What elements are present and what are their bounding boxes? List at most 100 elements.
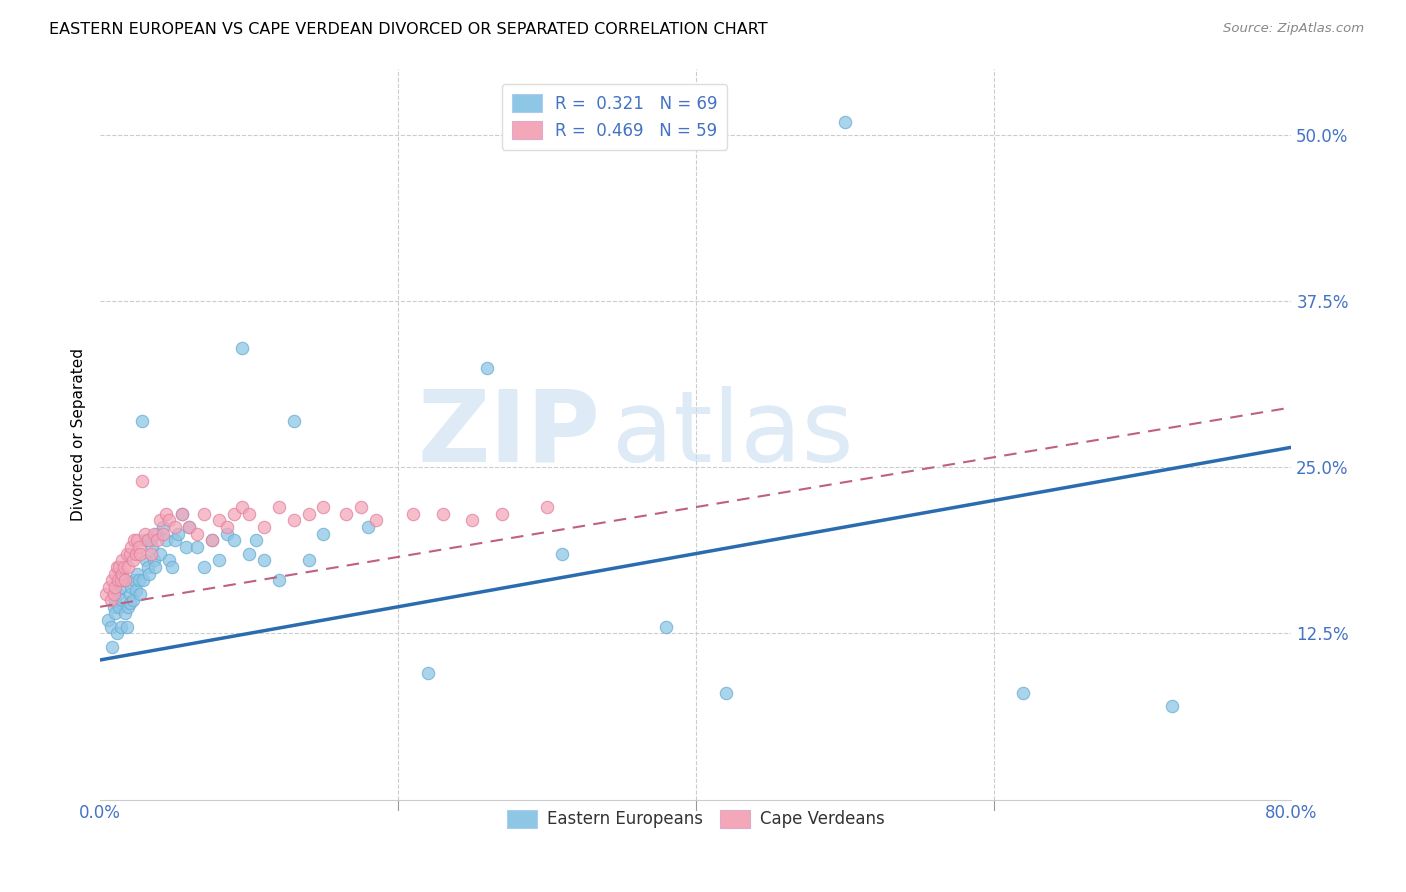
Point: [120, 540, 142, 554]
Point: [104, 580, 127, 594]
Point: [193, 560, 215, 574]
Point: [141, 540, 163, 554]
Point: [118, 596, 141, 610]
Point: [208, 553, 231, 567]
Point: [312, 500, 335, 515]
Point: [149, 513, 172, 527]
Point: [111, 593, 134, 607]
Point: [118, 547, 141, 561]
Point: [267, 573, 290, 587]
Point: [105, 626, 128, 640]
Point: [186, 540, 208, 554]
Point: [335, 507, 357, 521]
Point: [100, 593, 122, 607]
Point: [100, 620, 122, 634]
Point: [114, 573, 136, 587]
Point: [118, 586, 141, 600]
Point: [131, 414, 153, 428]
Point: [283, 513, 305, 527]
Point: [104, 566, 127, 581]
Point: [834, 114, 856, 128]
Point: [103, 586, 125, 600]
Point: [283, 414, 305, 428]
Point: [245, 533, 267, 548]
Point: [152, 520, 174, 534]
Point: [224, 533, 246, 548]
Point: [253, 520, 276, 534]
Point: [104, 607, 127, 621]
Point: [101, 640, 124, 654]
Point: [115, 620, 138, 634]
Point: [155, 507, 177, 521]
Point: [142, 526, 165, 541]
Point: [108, 599, 131, 614]
Legend: Eastern Europeans, Cape Verdeans: Eastern Europeans, Cape Verdeans: [501, 803, 891, 835]
Point: [129, 547, 152, 561]
Point: [136, 533, 159, 548]
Point: [238, 507, 260, 521]
Point: [179, 520, 201, 534]
Point: [125, 582, 148, 597]
Point: [117, 560, 139, 574]
Point: [105, 560, 128, 574]
Point: [125, 547, 148, 561]
Point: [201, 533, 224, 548]
Point: [170, 507, 193, 521]
Point: [111, 553, 134, 567]
Point: [491, 507, 513, 521]
Point: [402, 507, 425, 521]
Point: [461, 513, 484, 527]
Point: [145, 526, 167, 541]
Point: [138, 566, 160, 581]
Point: [136, 560, 159, 574]
Point: [107, 573, 129, 587]
Point: [101, 573, 124, 587]
Point: [124, 533, 146, 548]
Point: [231, 500, 253, 515]
Point: [127, 566, 149, 581]
Point: [179, 520, 201, 534]
Point: [1012, 686, 1035, 700]
Point: [145, 533, 167, 548]
Point: [297, 553, 319, 567]
Point: [160, 560, 183, 574]
Point: [122, 553, 145, 567]
Point: [114, 607, 136, 621]
Text: ZIP: ZIP: [418, 385, 600, 483]
Point: [112, 573, 135, 587]
Point: [215, 520, 238, 534]
Point: [103, 599, 125, 614]
Point: [142, 553, 165, 567]
Point: [267, 500, 290, 515]
Point: [655, 620, 678, 634]
Point: [139, 533, 162, 548]
Point: [124, 573, 146, 587]
Point: [135, 553, 157, 567]
Text: atlas: atlas: [613, 385, 853, 483]
Point: [163, 533, 186, 548]
Point: [115, 547, 138, 561]
Point: [143, 560, 166, 574]
Point: [215, 526, 238, 541]
Point: [110, 573, 132, 587]
Y-axis label: Divorced or Separated: Divorced or Separated: [72, 348, 86, 521]
Point: [128, 573, 150, 587]
Point: [155, 533, 177, 548]
Point: [416, 666, 439, 681]
Point: [551, 547, 574, 561]
Point: [108, 560, 131, 574]
Point: [312, 526, 335, 541]
Point: [122, 593, 145, 607]
Point: [149, 547, 172, 561]
Point: [350, 500, 373, 515]
Point: [1161, 699, 1184, 714]
Point: [253, 553, 276, 567]
Point: [157, 553, 180, 567]
Point: [94, 586, 117, 600]
Point: [110, 620, 132, 634]
Point: [477, 360, 499, 375]
Point: [186, 526, 208, 541]
Point: [238, 547, 260, 561]
Point: [163, 520, 186, 534]
Point: [139, 547, 162, 561]
